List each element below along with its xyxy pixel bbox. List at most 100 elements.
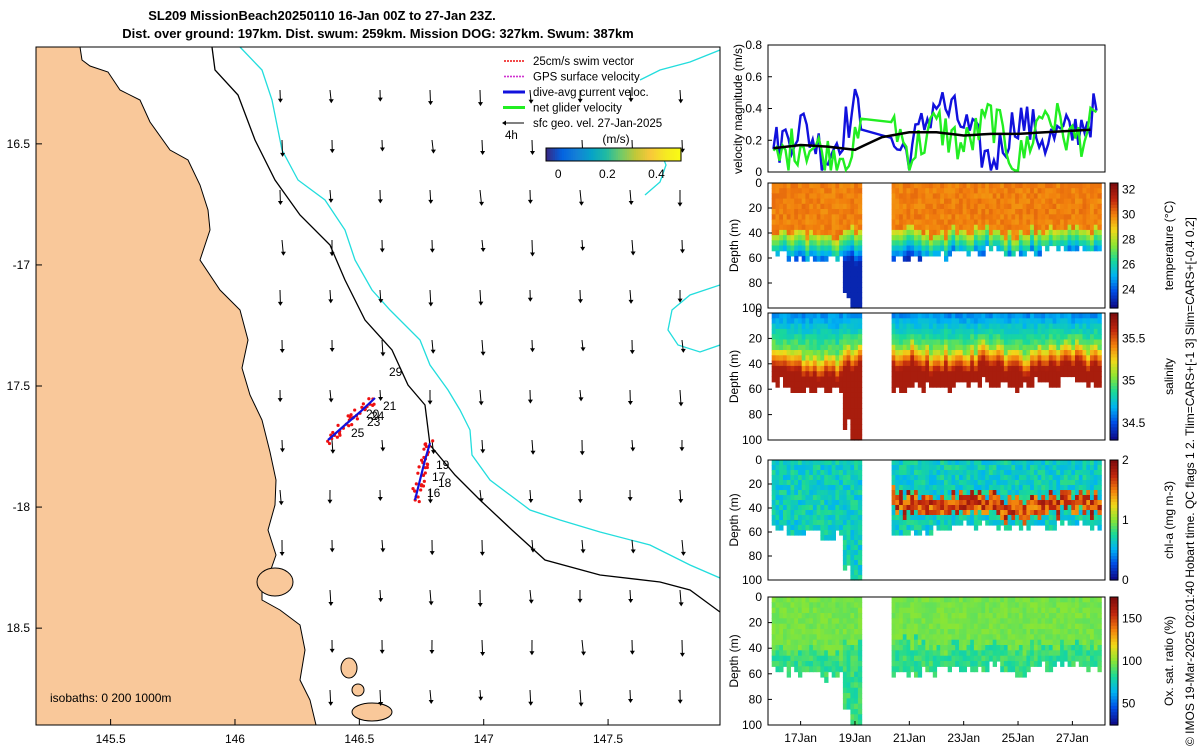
salinity-cell [816,339,821,346]
oxygen-cell [857,650,863,657]
salinity-cell [944,350,949,356]
salinity-cell [1082,360,1087,367]
oxygen-cell [947,666,952,673]
oxygen-cell [929,634,934,641]
salinity-colorbar-cell [1110,322,1118,327]
temperature-ytick-label: 0 [755,176,762,190]
temperature-cell [1018,245,1024,252]
temperature-cell [831,245,836,252]
oxygen-cell [812,650,818,657]
temperature-cell [910,203,915,210]
salinity-cell [917,334,923,341]
salinity-cell [1071,323,1076,330]
temperature-cell [775,250,780,257]
temperature-cell [944,250,949,257]
oxygen-cell [910,666,915,673]
temperature-cell [779,240,784,247]
chlorophyll-cell [1041,520,1046,526]
salinity-cell [786,360,791,367]
salinity-cell [850,403,855,409]
salinity-cell [929,381,934,388]
velocity-arrowhead [430,349,436,354]
chlorophyll-cell [914,475,919,481]
chlorophyll-cell [981,515,986,521]
temperature-cell [1078,229,1084,236]
temperature-cell [831,250,836,257]
oxygen-cell [846,671,851,678]
oxygen-cell [775,602,780,609]
chlorophyll-cell [899,505,904,511]
chlorophyll-cell [988,485,994,491]
chlorophyll-cell [1030,490,1035,496]
oxygen-cell [947,639,952,646]
temperature-cell [812,214,818,221]
chlorophyll-cell [906,510,911,516]
temperature-cell [914,250,919,257]
temperature-cell [973,229,979,236]
swim-vector-dot [417,465,421,469]
salinity-cell [981,339,986,346]
salinity-cell [992,344,997,351]
salinity-cell [917,323,923,330]
salinity-cell [812,360,818,367]
salinity-cell [783,339,788,346]
oxygen-cell [996,618,1001,625]
chlorophyll-cell [970,460,975,466]
oxygen-cell [970,661,975,667]
chlorophyll-cell [981,480,986,486]
salinity-cell [783,381,788,388]
temperature-cell [1067,240,1072,247]
salinity-cell [801,334,806,341]
oxygen-cell [977,645,982,651]
oxygen-cell [929,655,934,662]
salinity-cell [1048,318,1054,325]
chlorophyll-cell [842,500,848,506]
temperature-cell [794,240,799,247]
colorbar-cell [678,148,682,161]
chlorophyll-cell [970,520,975,526]
chlorophyll-cell [783,470,788,476]
salinity-cell [857,376,863,383]
temperature-cell [947,193,952,200]
salinity-cell [1063,355,1069,362]
temperature-cell [977,193,982,200]
oxygen-cell [854,677,859,683]
colorbar-cell [582,148,585,161]
oxygen-cell [816,629,821,635]
chlorophyll-cell [812,460,818,466]
salinity-cell [790,365,795,372]
temperature-cell [914,219,919,226]
temperature-cell [1015,209,1020,215]
temperature-cell [925,209,930,215]
temperature-cell [1007,219,1012,226]
temperature-cell [1022,250,1027,257]
chlorophyll-cell [1086,465,1091,471]
salinity-cell [1093,328,1099,335]
chlorophyll-cell [1048,500,1054,506]
oxygen-cell [921,613,926,619]
salinity-cell [1090,371,1095,378]
temperature-cell [820,250,825,257]
salinity-cell [1097,355,1102,362]
temperature-cell [842,255,848,262]
chlorophyll-cell [812,480,818,486]
oxygen-cell [977,629,982,635]
chlorophyll-cell [854,555,859,561]
map-xtick-label: 145.5 [96,732,126,746]
oxygen-cell [1026,618,1031,625]
temperature-cell [1022,229,1027,236]
salinity-cell [985,376,990,383]
oxygen-cell [955,607,960,614]
chlorophyll-cell [801,480,806,486]
oxygen-cell [824,677,829,683]
temperature-cell [906,183,911,189]
temperature-cell [1000,183,1005,189]
salinity-cell [1007,376,1012,383]
temperature-cell [779,198,784,205]
salinity-cell [775,313,780,319]
chlorophyll-cell [850,555,855,561]
salinity-cell [914,371,919,378]
salinity-cell [1030,360,1035,367]
salinity-colorbar-cell [1110,316,1118,320]
